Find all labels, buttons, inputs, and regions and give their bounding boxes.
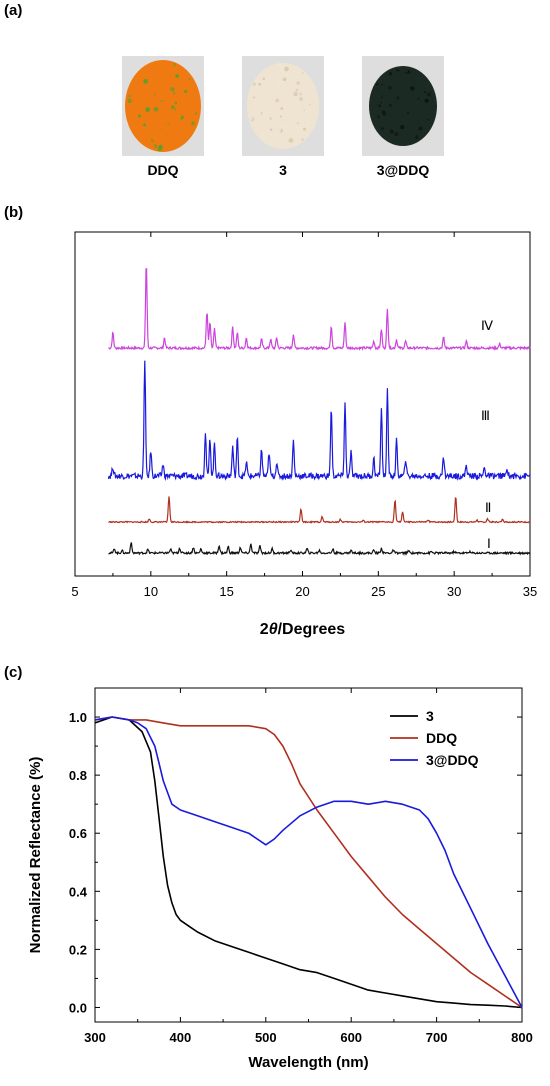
reflectance-x-axis-label: Wavelength (nm) bbox=[248, 1054, 368, 1071]
legend-entry-label: 3 bbox=[426, 708, 434, 724]
reflectance-ytick-label: 0.8 bbox=[69, 768, 87, 783]
reflectance-xtick-label: 700 bbox=[426, 1030, 448, 1045]
panel-label-b: (b) bbox=[4, 204, 24, 221]
xrd-xtick-label: 30 bbox=[447, 584, 461, 599]
reflectance-xtick-label: 600 bbox=[340, 1030, 362, 1045]
reflectance-ytick-label: 0.4 bbox=[69, 884, 88, 899]
reflectance-xtick-label: 800 bbox=[511, 1030, 533, 1045]
3-at-ddq-sample-photo bbox=[362, 56, 444, 156]
reflectance-y-axis-label: Normalized Reflectance (%) bbox=[27, 757, 44, 954]
xrd-x-axis-label: 2θ/Degrees bbox=[260, 621, 346, 638]
xrd-pattern-label: Ⅲ bbox=[481, 408, 490, 423]
xrd-pattern-3 bbox=[107, 360, 531, 482]
reflectance-xtick-label: 400 bbox=[170, 1030, 192, 1045]
reflectance-ytick-label: 0.2 bbox=[69, 942, 87, 957]
reflectance-ytick-label: 0.0 bbox=[69, 1000, 87, 1015]
ddq-photo-caption: DDQ bbox=[147, 162, 179, 178]
xrd-pattern-1 bbox=[108, 542, 531, 556]
xrd-pattern-4 bbox=[108, 268, 531, 352]
compound-3-sample-photo bbox=[242, 56, 324, 156]
xrd-xtick-label: 25 bbox=[371, 584, 385, 599]
xrd-chart: 5 10 15 20 25 30 35 2θ/Degrees Ⅳ Ⅲ Ⅱ Ⅰ bbox=[71, 231, 537, 638]
xrd-pattern-label: Ⅰ bbox=[487, 536, 491, 551]
xrd-pattern-2 bbox=[108, 496, 531, 524]
xrd-xtick-label: 15 bbox=[219, 584, 233, 599]
xrd-xtick-label: 5 bbox=[71, 584, 78, 599]
reflectance-series-line bbox=[94, 716, 523, 1009]
compound-3-photo-caption: 3 bbox=[279, 162, 287, 178]
legend-entry-label: 3@DDQ bbox=[426, 752, 479, 768]
reflectance-series-line bbox=[94, 716, 523, 1009]
reflectance-xtick-label: 300 bbox=[84, 1030, 106, 1045]
reflectance-series-line bbox=[94, 716, 523, 1008]
reflectance-chart: 300 400 500 600 700 800 0.0 0.2 0.4 0.6 0.8 1.0 Wave… bbox=[27, 687, 533, 1071]
3-at-ddq-photo-caption: 3@DDQ bbox=[376, 162, 430, 178]
reflectance-ytick-label: 1.0 bbox=[69, 710, 87, 725]
xrd-pattern-label: Ⅳ bbox=[481, 318, 493, 333]
xrd-xtick-label: 35 bbox=[523, 584, 537, 599]
panel-label-a: (a) bbox=[4, 2, 23, 19]
legend-entry-label: DDQ bbox=[426, 730, 457, 746]
xrd-xtick-label: 10 bbox=[144, 584, 158, 599]
ddq-sample-photo bbox=[122, 56, 204, 156]
xrd-plot-frame bbox=[74, 231, 531, 577]
xrd-pattern-label: Ⅱ bbox=[485, 500, 491, 515]
reflectance-xtick-label: 500 bbox=[255, 1030, 277, 1045]
panel-label-c: (c) bbox=[4, 664, 23, 681]
reflectance-ytick-label: 0.6 bbox=[69, 826, 87, 841]
xrd-xtick-label: 20 bbox=[295, 584, 309, 599]
